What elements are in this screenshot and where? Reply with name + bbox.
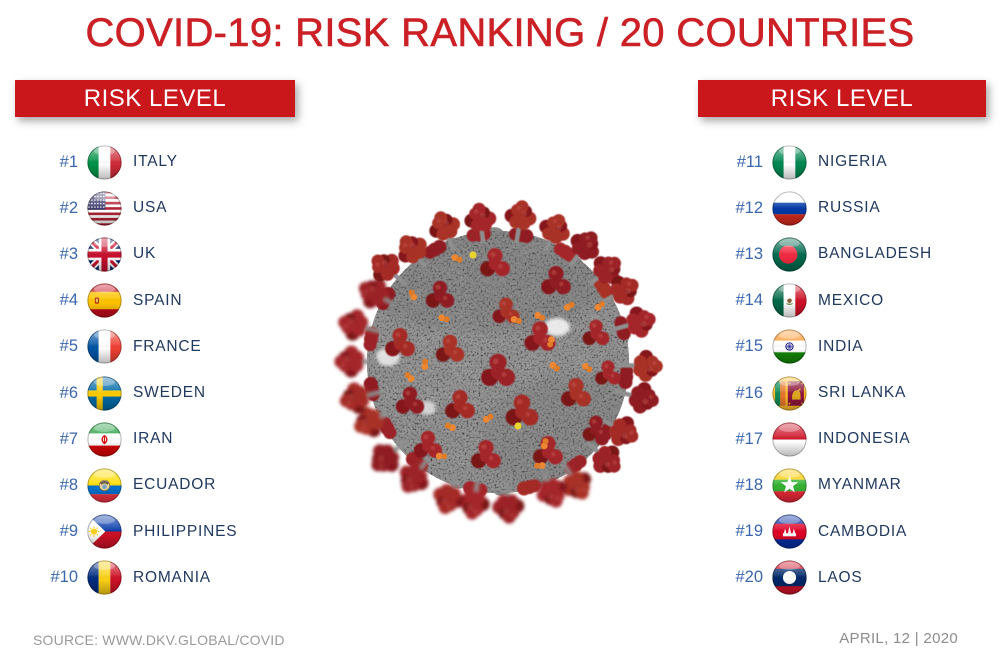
rank-label: #14 xyxy=(735,291,763,310)
india-flag-icon xyxy=(772,329,807,364)
country-row: #7 IRAN xyxy=(38,416,237,462)
country-row: #13 BANGLADESH xyxy=(723,231,932,277)
indonesia-flag-icon xyxy=(772,422,807,457)
date-label: APRIL, 12 | 2020 xyxy=(839,630,958,647)
country-list-right: #11 NIGERIA #12 RUSSIA #13 BANGLADESH #14 MEXIC… xyxy=(723,139,932,601)
country-label: INDONESIA xyxy=(818,430,911,448)
france-flag-icon xyxy=(87,329,122,364)
laos-flag-icon xyxy=(772,560,807,595)
rank-label: #1 xyxy=(59,152,78,171)
rank-label: #8 xyxy=(59,475,78,494)
country-row: #18 MYANMAR xyxy=(723,462,932,508)
rank-label: #5 xyxy=(59,337,78,356)
uk-flag-icon xyxy=(87,237,122,272)
cambodia-flag-icon xyxy=(772,514,807,549)
rank-label: #9 xyxy=(59,522,78,541)
italy-flag-icon xyxy=(87,144,122,180)
country-list-left: #1 ITALY #2 USA #3 UK #4 SPAIN #5 FRANCE #6 SWEDEN #… xyxy=(38,139,237,601)
sweden-flag-icon xyxy=(87,375,122,411)
source-label: SOURCE: WWW.DKV.GLOBAL/COVID xyxy=(33,632,285,648)
country-row: #11 NIGERIA xyxy=(723,139,932,185)
ecuador-flag-icon xyxy=(87,468,122,503)
rank-label: #18 xyxy=(735,475,763,494)
rank-label: #4 xyxy=(59,291,78,310)
country-row: #4 SPAIN xyxy=(38,278,237,324)
country-row: #9 PHILIPPINES xyxy=(38,509,237,555)
country-label: BANGLADESH xyxy=(818,245,932,263)
country-label: RUSSIA xyxy=(818,199,881,217)
country-row: #2 USA xyxy=(38,185,237,231)
country-row: #5 FRANCE xyxy=(38,324,237,370)
page-title: COVID-19: RISK RANKING / 20 COUNTRIES xyxy=(85,11,915,56)
country-label: MEXICO xyxy=(818,291,884,309)
country-row: #3 UK xyxy=(38,231,237,277)
rank-label: #17 xyxy=(735,429,763,448)
country-label: UK xyxy=(133,245,157,263)
rank-label: #3 xyxy=(59,244,78,263)
philippines-flag-icon xyxy=(87,514,122,549)
country-row: #17 INDONESIA xyxy=(723,416,932,462)
country-label: SPAIN xyxy=(133,291,183,309)
rank-label: #13 xyxy=(735,244,763,263)
rank-label: #16 xyxy=(735,383,763,402)
sri-lanka-flag-icon xyxy=(772,375,807,411)
rank-label: #12 xyxy=(735,198,763,217)
country-label: INDIA xyxy=(818,337,864,355)
country-row: #19 CAMBODIA xyxy=(723,509,932,555)
country-label: SWEDEN xyxy=(133,384,206,402)
rank-label: #19 xyxy=(735,522,763,541)
country-label: USA xyxy=(133,199,168,217)
country-label: LAOS xyxy=(818,568,863,586)
country-label: IRAN xyxy=(133,430,174,448)
risk-level-banner-right: RISK LEVEL xyxy=(698,80,986,117)
nigeria-flag-icon xyxy=(772,144,807,180)
rank-label: #11 xyxy=(736,152,763,171)
country-row: #8 ECUADOR xyxy=(38,462,237,508)
country-label: CAMBODIA xyxy=(818,522,908,540)
country-row: #10 ROMANIA xyxy=(38,555,237,601)
rank-label: #6 xyxy=(59,383,78,402)
country-row: #14 MEXICO xyxy=(723,278,932,324)
country-label: SRI LANKA xyxy=(818,384,907,402)
iran-flag-icon xyxy=(87,422,122,457)
risk-level-banner-left: RISK LEVEL xyxy=(15,80,295,117)
country-row: #1 ITALY xyxy=(38,139,237,185)
country-label: MYANMAR xyxy=(818,476,902,494)
country-row: #15 INDIA xyxy=(723,324,932,370)
rank-label: #15 xyxy=(735,337,763,356)
myanmar-flag-icon xyxy=(772,468,807,503)
russia-flag-icon xyxy=(772,191,807,226)
rank-label: #20 xyxy=(735,568,763,587)
country-row: #16 SRI LANKA xyxy=(723,370,932,416)
country-label: NIGERIA xyxy=(818,153,888,171)
rank-label: #2 xyxy=(59,198,78,217)
country-row: #6 SWEDEN xyxy=(38,370,237,416)
usa-flag-icon xyxy=(87,191,122,226)
country-label: FRANCE xyxy=(133,337,202,355)
rank-label: #7 xyxy=(59,429,78,448)
mexico-flag-icon xyxy=(772,283,807,318)
coronavirus-image xyxy=(323,187,673,537)
country-label: ECUADOR xyxy=(133,476,217,494)
bangladesh-flag-icon xyxy=(772,237,807,272)
country-row: #20 LAOS xyxy=(723,555,932,601)
country-label: ROMANIA xyxy=(133,568,211,586)
country-label: PHILIPPINES xyxy=(133,522,238,540)
romania-flag-icon xyxy=(87,560,122,595)
country-label: ITALY xyxy=(133,153,178,171)
country-row: #12 RUSSIA xyxy=(723,185,932,231)
spain-flag-icon xyxy=(87,283,122,318)
rank-label: #10 xyxy=(50,568,78,587)
